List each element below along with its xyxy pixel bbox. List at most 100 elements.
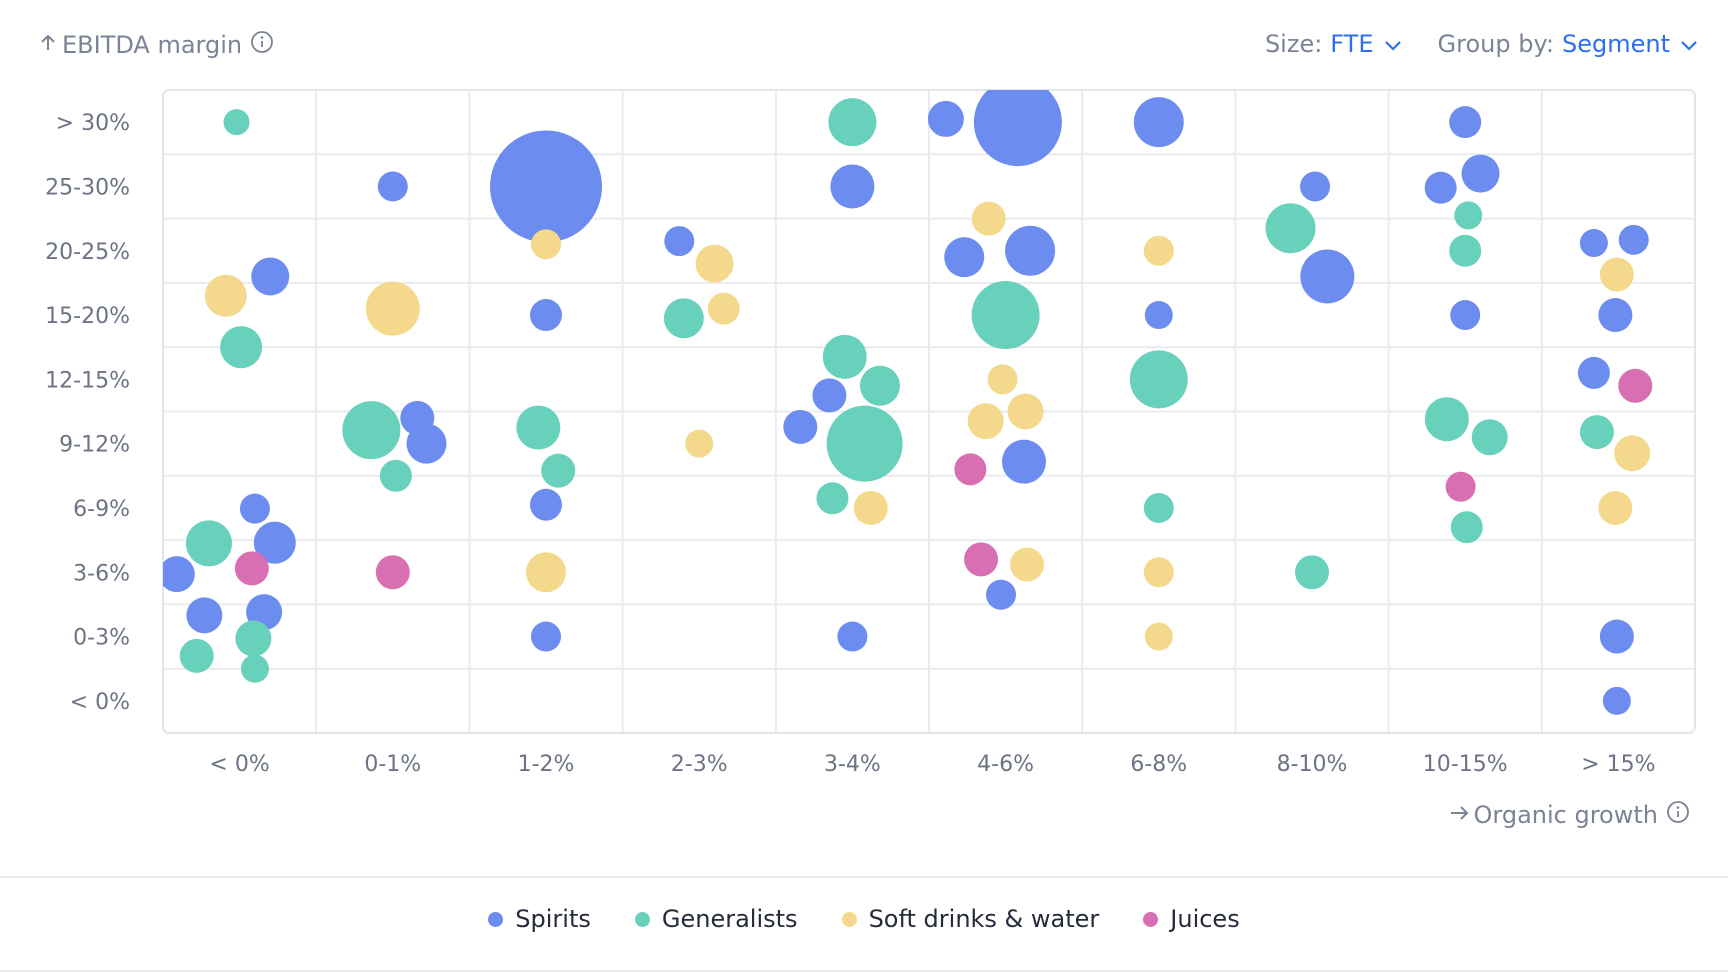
bubble-point — [253, 521, 296, 564]
bubble-point — [1445, 471, 1476, 502]
bubble-point — [695, 244, 734, 283]
size-selector[interactable]: Size: FTE — [1265, 30, 1402, 58]
bubble-point — [822, 334, 867, 379]
bubble-point — [1424, 171, 1457, 204]
arrow-up-icon — [38, 31, 58, 59]
bubble-point — [531, 621, 561, 652]
bubble-point — [1143, 557, 1174, 588]
bubble-point — [234, 551, 269, 586]
chevron-down-icon — [1680, 30, 1698, 58]
bubble-point — [185, 520, 232, 567]
bubble-point — [812, 378, 847, 413]
group-by-selector[interactable]: Group by: Segment — [1438, 30, 1698, 58]
bubble-point — [1144, 301, 1173, 330]
legend: Spirits Generalists Soft drinks & water … — [0, 905, 1728, 933]
plot-border — [162, 89, 1696, 734]
bubble-layer — [163, 90, 1653, 715]
bubble-point — [235, 620, 272, 657]
bubble-point — [1618, 224, 1649, 255]
y-tick-label: 15-20% — [45, 304, 130, 329]
bubble-point — [179, 638, 214, 673]
bubble-point — [971, 201, 1006, 236]
bubble-point — [663, 298, 704, 339]
x-tick-label: 1-2% — [518, 752, 575, 777]
bubble-point — [1618, 368, 1653, 403]
bubble-point — [1265, 203, 1316, 254]
x-tick-label: 8-10% — [1277, 752, 1348, 777]
bubble-point — [826, 405, 903, 482]
bubble-point — [526, 552, 566, 593]
y-tick-label: 20-25% — [45, 240, 130, 265]
bubble-chart: < 0% 0-3% 3-6% 6-9% 9-12% 12-15% 15-20% 20-25% 2… — [45, 89, 1696, 777]
bubble-point — [1461, 154, 1500, 193]
bubble-point — [220, 326, 263, 369]
bubble-point — [964, 542, 999, 577]
y-tick-label: 0-3% — [73, 626, 130, 651]
bubble-point — [830, 164, 875, 209]
bubble-point — [837, 621, 868, 652]
y-tick-label: > 30% — [56, 111, 130, 136]
bubble-point — [1579, 229, 1608, 258]
bubble-point — [828, 98, 877, 147]
y-axis-title-text: EBITDA margin — [62, 31, 243, 59]
y-tick-label: < 0% — [70, 690, 130, 715]
legend-label: Juices — [1170, 905, 1240, 933]
bubble-point — [685, 429, 714, 458]
bubble-point — [707, 292, 740, 325]
bubble-point — [944, 237, 985, 278]
x-tick-label: 6-8% — [1130, 752, 1187, 777]
bubble-point — [1454, 201, 1483, 230]
x-tick-label: 2-3% — [671, 752, 728, 777]
info-icon[interactable] — [1666, 800, 1690, 830]
bubble-point — [400, 400, 435, 435]
legend-dot — [841, 911, 857, 927]
y-axis-title: EBITDA margin — [38, 30, 274, 60]
bubble-point — [240, 654, 269, 683]
bubble-point — [1007, 393, 1044, 430]
x-axis-title: Organic growth — [1448, 800, 1691, 830]
bubble-point — [239, 493, 270, 524]
bubble-point — [530, 488, 562, 521]
bubble-point — [531, 229, 561, 260]
bubble-point — [223, 109, 250, 136]
bubble-point — [1598, 298, 1633, 333]
bubble-point — [1300, 249, 1355, 304]
bubble-point — [1450, 300, 1481, 331]
bubble-point — [379, 459, 412, 492]
bubble-point — [1424, 397, 1469, 442]
bubble-point — [541, 453, 576, 488]
bubble-point — [251, 257, 290, 296]
y-tick-label: 9-12% — [59, 433, 130, 458]
y-tick-label: 12-15% — [45, 368, 130, 393]
legend-item-generalists[interactable]: Generalists — [634, 905, 798, 933]
info-icon[interactable] — [250, 30, 274, 60]
bubble-point — [987, 364, 1018, 395]
bubble-point — [859, 365, 900, 406]
bubble-point — [1129, 350, 1188, 409]
y-tick-label: 6-9% — [73, 497, 130, 522]
bubble-point — [1143, 492, 1174, 523]
legend-item-juices[interactable]: Juices — [1143, 905, 1240, 933]
bubble-point — [1133, 97, 1184, 148]
bubble-point — [973, 90, 1062, 167]
bubble-point — [1300, 171, 1331, 202]
legend-item-spirits[interactable]: Spirits — [488, 905, 591, 933]
x-tick-label: 10-15% — [1423, 752, 1508, 777]
bubble-point — [1602, 686, 1631, 715]
bubble-point — [927, 100, 964, 137]
bubble-point — [490, 130, 602, 243]
legend-item-soft-drinks[interactable]: Soft drinks & water — [841, 905, 1100, 933]
size-label: Size: — [1264, 30, 1323, 58]
bubble-point — [365, 281, 420, 336]
chevron-down-icon — [1384, 30, 1402, 58]
bubble-point — [1450, 511, 1483, 544]
bubble-point — [1614, 435, 1651, 472]
bubble-point — [163, 556, 195, 593]
bubble-point — [186, 597, 223, 634]
legend-label: Soft drinks & water — [868, 905, 1100, 933]
bubble-point — [1599, 619, 1634, 654]
x-tick-label: < 0% — [209, 752, 269, 777]
bubble-point — [1295, 555, 1329, 590]
bubble-point — [1449, 234, 1482, 267]
bubble-point — [1449, 106, 1482, 139]
